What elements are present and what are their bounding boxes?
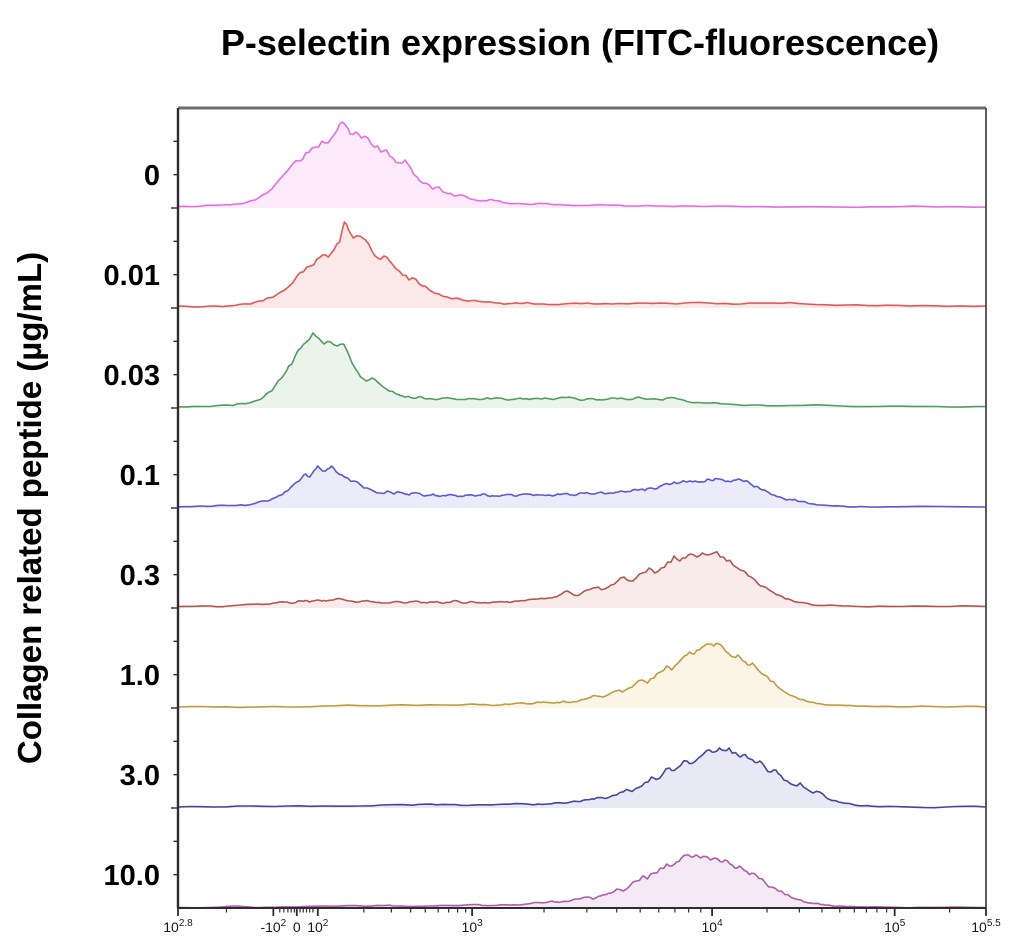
row-label-0.1: 0.1 bbox=[119, 460, 160, 492]
x-axis-tick-label: 105.5 bbox=[971, 918, 1001, 935]
histogram-curve-1.0 bbox=[177, 642, 987, 709]
row-label-0.03: 0.03 bbox=[103, 360, 160, 392]
row-label-0.3: 0.3 bbox=[119, 560, 160, 592]
histogram-curve-3.0 bbox=[177, 747, 987, 809]
row-label-0.01: 0.01 bbox=[103, 260, 160, 292]
row-label-0: 0 bbox=[143, 160, 160, 192]
x-axis-tick-label: 104 bbox=[702, 918, 724, 935]
row-label-10.0: 10.0 bbox=[103, 860, 160, 892]
x-axis-tick-label: -102 bbox=[260, 918, 286, 935]
histogram-curve-0.1 bbox=[177, 465, 987, 508]
histogram-fill-0.1 bbox=[178, 466, 986, 508]
histogram-fill-3.0 bbox=[178, 748, 986, 808]
histogram-row-0.03 bbox=[177, 332, 987, 408]
histogram-fill-10.0 bbox=[178, 855, 986, 908]
histogram-curve-0.03 bbox=[177, 332, 987, 408]
x-axis-tick-label: 102.8 bbox=[163, 918, 193, 935]
y-axis-ticks bbox=[171, 140, 178, 876]
histogram-curve-10.0 bbox=[177, 854, 987, 909]
histogram-curve-0.3 bbox=[177, 550, 987, 608]
histogram-row-10.0 bbox=[177, 854, 987, 909]
histogram-row-0.01 bbox=[177, 221, 987, 308]
histogram-fill-0.3 bbox=[178, 551, 986, 608]
histogram-fill-0 bbox=[178, 122, 986, 208]
histogram-curve-0.01 bbox=[177, 221, 987, 308]
histogram-row-0.3 bbox=[177, 550, 987, 608]
x-axis-tick-label: 105 bbox=[884, 918, 906, 935]
histogram-fill-0.01 bbox=[178, 222, 986, 308]
x-axis-tick-label: 103 bbox=[462, 918, 484, 935]
histogram-row-1.0 bbox=[177, 642, 987, 709]
x-axis: 102.8 -102 0 102 103 104 105 105.5 bbox=[163, 908, 1001, 935]
chart-title: P-selectin expression (FITC-fluorescence… bbox=[220, 22, 940, 63]
histogram-curve-0 bbox=[177, 121, 987, 209]
x-axis-tick-label: 0 bbox=[293, 919, 301, 935]
x-axis-tick-label: 102 bbox=[307, 918, 329, 935]
row-label-3.0: 3.0 bbox=[119, 760, 160, 792]
histogram-fill-1.0 bbox=[178, 643, 986, 708]
histogram-row-3.0 bbox=[177, 747, 987, 809]
histogram-fill-0.03 bbox=[178, 333, 986, 408]
histogram-row-0 bbox=[177, 121, 987, 209]
row-label-1.0: 1.0 bbox=[119, 660, 160, 692]
histogram-row-0.1 bbox=[177, 465, 987, 508]
